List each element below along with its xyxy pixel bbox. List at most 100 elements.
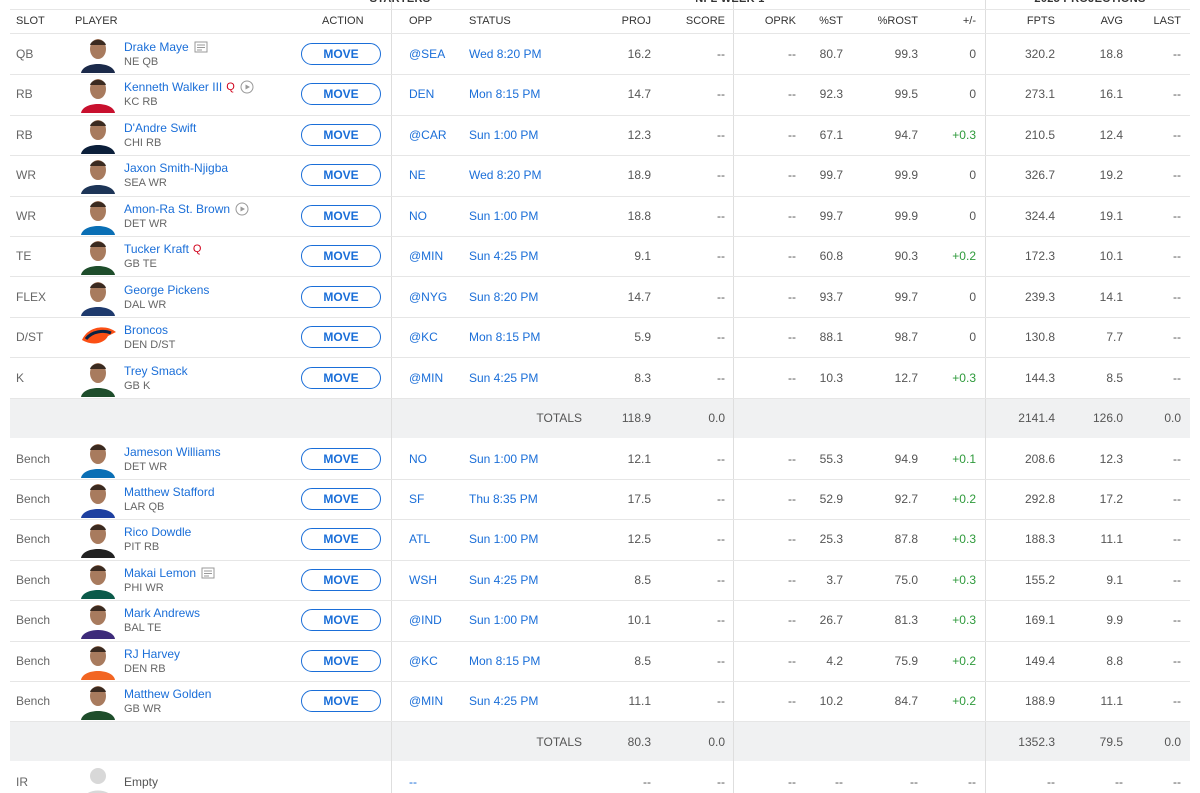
cell-opp[interactable]: @NYG: [409, 289, 448, 304]
cell-opp[interactable]: SF: [409, 491, 425, 506]
player-name[interactable]: Kenneth Walker III: [124, 80, 223, 95]
cell-opp[interactable]: NO: [409, 208, 427, 223]
player-name[interactable]: George Pickens: [124, 282, 210, 297]
move-button[interactable]: MOVE: [301, 285, 381, 308]
player-name[interactable]: Broncos: [124, 323, 169, 338]
move-button[interactable]: MOVE: [301, 245, 381, 268]
cell-opp[interactable]: WSH: [409, 572, 437, 587]
cell-opp[interactable]: --: [409, 775, 417, 790]
news-icon[interactable]: [201, 566, 215, 580]
team-position: KC RB: [124, 96, 158, 109]
cell-proj: 12.5: [627, 532, 651, 547]
move-button[interactable]: MOVE: [301, 528, 381, 551]
cell-opp[interactable]: DEN: [409, 87, 435, 102]
player-name[interactable]: Rico Dowdle: [124, 525, 192, 540]
cell-proj: 12.1: [627, 451, 651, 466]
cell-oprk: --: [788, 451, 796, 466]
cell-prost: 75.9: [894, 653, 918, 668]
cell-proj: 16.2: [627, 47, 651, 61]
player-name[interactable]: Jaxon Smith-Njigba: [124, 161, 229, 176]
cell-status[interactable]: Sun 1:00 PM: [469, 127, 539, 142]
cell-status[interactable]: Sun 4:25 PM: [469, 572, 539, 587]
player-name[interactable]: Mark Andrews: [124, 606, 201, 621]
cell-status[interactable]: Sun 4:25 PM: [469, 249, 539, 264]
column-header: PROJ: [621, 15, 651, 27]
cell-status[interactable]: Sun 1:00 PM: [469, 208, 539, 223]
cell-opp[interactable]: @MIN: [409, 249, 444, 264]
cell-opp[interactable]: @KC: [409, 330, 438, 345]
cell-avg: 14.1: [1099, 289, 1123, 304]
cell-opp[interactable]: ATL: [409, 532, 431, 547]
move-button[interactable]: MOVE: [301, 568, 381, 591]
move-button[interactable]: MOVE: [301, 204, 381, 227]
player-name[interactable]: Jameson Williams: [124, 444, 221, 459]
video-icon[interactable]: [235, 202, 249, 216]
player-name[interactable]: D'Andre Swift: [124, 120, 197, 135]
cell-status[interactable]: Wed 8:20 PM: [469, 47, 542, 61]
cell-last: --: [1173, 775, 1181, 790]
cell-prost: 87.8: [894, 532, 918, 547]
player-name[interactable]: RJ Harvey: [124, 646, 181, 661]
move-button[interactable]: MOVE: [301, 447, 381, 470]
column-header: FPTS: [1026, 15, 1055, 27]
cell-status[interactable]: Sun 1:00 PM: [469, 532, 539, 547]
player-name[interactable]: Drake Maye: [124, 40, 189, 54]
cell-prost: 81.3: [894, 613, 918, 628]
cell-pm: --: [968, 775, 976, 790]
move-button[interactable]: MOVE: [301, 649, 381, 672]
cell-avg: 18.8: [1099, 47, 1123, 61]
cell-status[interactable]: Sun 4:25 PM: [469, 694, 539, 709]
move-button[interactable]: MOVE: [301, 83, 381, 106]
cell-slot: IR: [16, 775, 28, 790]
cell-avg: 19.2: [1099, 168, 1123, 183]
player-headshot: [78, 763, 118, 793]
cell-opp[interactable]: @KC: [409, 653, 438, 668]
cell-opp[interactable]: @IND: [409, 613, 442, 628]
cell-slot: RB: [16, 127, 33, 142]
cell-status[interactable]: Sun 1:00 PM: [469, 613, 539, 628]
team-position: PHI WR: [124, 581, 164, 594]
cell-opp[interactable]: @MIN: [409, 370, 444, 385]
cell-opp[interactable]: NE: [409, 168, 426, 183]
news-icon[interactable]: [194, 40, 208, 54]
cell-status[interactable]: Sun 4:25 PM: [469, 370, 539, 385]
player-name-box: Empty: [124, 775, 158, 789]
cell-opp[interactable]: @SEA: [409, 47, 446, 61]
player-name[interactable]: Matthew Stafford: [124, 484, 215, 499]
cell-status[interactable]: Mon 8:15 PM: [469, 87, 541, 102]
move-button[interactable]: MOVE: [301, 164, 381, 187]
move-button[interactable]: MOVE: [301, 43, 381, 65]
row-line: [10, 357, 1190, 358]
cell-status[interactable]: Mon 8:15 PM: [469, 330, 541, 345]
cell-opp[interactable]: @MIN: [409, 694, 444, 709]
player-name[interactable]: Amon-Ra St. Brown: [124, 201, 231, 216]
player-headshot: [78, 237, 118, 278]
cell-status[interactable]: Wed 8:20 PM: [469, 168, 542, 183]
player-name[interactable]: Makai Lemon: [124, 565, 197, 580]
cell-opp[interactable]: NO: [409, 451, 427, 466]
move-button[interactable]: MOVE: [301, 123, 381, 146]
cell-status[interactable]: Mon 8:15 PM: [469, 653, 541, 668]
cell-slot: RB: [16, 87, 33, 102]
cell-status[interactable]: Thu 8:35 PM: [469, 491, 538, 506]
cell-status[interactable]: Sun 8:20 PM: [469, 289, 539, 304]
cell-opp[interactable]: @CAR: [409, 127, 447, 142]
cell-pst: 25.3: [819, 532, 843, 547]
video-icon[interactable]: [240, 80, 254, 94]
cell-status[interactable]: Sun 1:00 PM: [469, 451, 539, 466]
player-name[interactable]: Matthew Golden: [124, 687, 212, 702]
team-position: BAL TE: [124, 622, 162, 635]
cell-proj: 8.3: [634, 370, 651, 385]
move-button[interactable]: MOVE: [301, 366, 381, 389]
cell-pm: +0.1: [952, 451, 976, 466]
move-button[interactable]: MOVE: [301, 326, 381, 349]
player-name-box: Kenneth Walker III Q: [124, 80, 254, 94]
player-name[interactable]: Trey Smack: [124, 363, 188, 378]
totals-band: [10, 721, 1190, 761]
move-button[interactable]: MOVE: [301, 690, 381, 713]
move-button[interactable]: MOVE: [301, 609, 381, 632]
player-name[interactable]: Tucker Kraft: [124, 242, 189, 257]
total-last: 0.0: [1164, 734, 1181, 749]
move-button[interactable]: MOVE: [301, 487, 381, 510]
